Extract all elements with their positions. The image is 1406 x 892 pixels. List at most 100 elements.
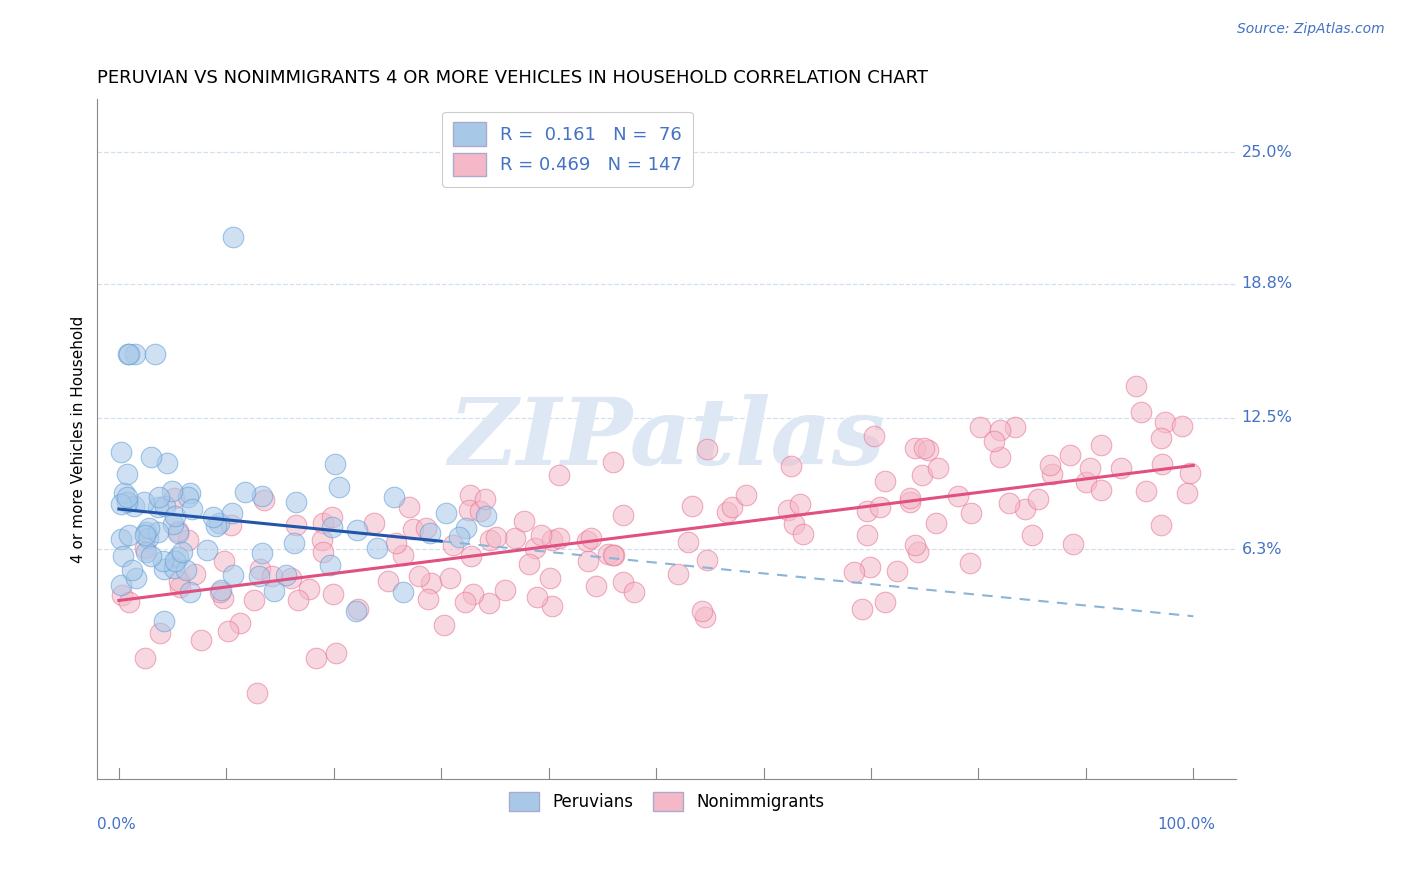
Point (575, 534, 598, 549)
Point (221, 506, 243, 520)
Point (432, 618, 454, 632)
Point (243, 593, 266, 607)
Point (177, 533, 200, 547)
Point (1135, 483, 1157, 498)
Point (167, 526, 190, 541)
Point (904, 441, 927, 455)
Point (475, 508, 498, 523)
Point (863, 429, 886, 443)
Point (1038, 458, 1060, 473)
Point (576, 554, 599, 568)
Point (612, 508, 634, 523)
Point (904, 538, 927, 552)
Point (1150, 518, 1173, 533)
Point (325, 646, 347, 660)
Point (152, 553, 174, 567)
Text: 6.3%: 6.3% (1241, 542, 1282, 557)
Point (195, 543, 218, 558)
Text: 0.0%: 0.0% (97, 817, 136, 832)
Point (983, 434, 1005, 448)
Point (384, 536, 406, 550)
Point (322, 586, 344, 600)
Point (135, 545, 157, 559)
Point (146, 500, 169, 515)
Point (233, 484, 256, 499)
Point (856, 528, 879, 542)
Point (136, 531, 159, 545)
Point (165, 508, 187, 523)
Point (208, 584, 231, 599)
Point (377, 574, 399, 588)
Point (163, 554, 186, 568)
Point (115, 467, 138, 481)
Point (181, 502, 204, 516)
Point (779, 458, 801, 473)
Point (479, 533, 502, 548)
Point (946, 489, 969, 503)
Point (1040, 467, 1063, 481)
Point (612, 574, 634, 589)
Point (319, 558, 342, 573)
Point (925, 516, 948, 530)
Point (138, 520, 160, 534)
Point (170, 545, 193, 559)
Point (204, 519, 226, 533)
Point (463, 587, 485, 601)
Point (148, 491, 170, 505)
Point (447, 530, 470, 544)
Point (179, 584, 201, 599)
Point (179, 486, 201, 500)
Point (720, 500, 742, 514)
Point (602, 548, 624, 562)
Point (602, 455, 624, 469)
Point (517, 557, 540, 571)
Point (202, 510, 225, 524)
Point (434, 506, 457, 520)
Point (118, 595, 141, 609)
Point (912, 442, 935, 456)
Point (603, 548, 626, 562)
Point (988, 450, 1011, 464)
Point (163, 491, 186, 505)
Text: 12.5%: 12.5% (1241, 410, 1292, 425)
Point (856, 504, 879, 518)
Point (696, 553, 718, 567)
Point (538, 570, 561, 584)
Point (209, 583, 232, 598)
Point (328, 480, 350, 494)
Point (229, 616, 252, 631)
Point (696, 442, 718, 457)
Point (252, 489, 274, 503)
Point (346, 524, 368, 538)
Point (541, 533, 564, 547)
Point (408, 568, 430, 582)
Point (305, 651, 328, 665)
Point (997, 496, 1019, 510)
Point (366, 541, 388, 555)
Point (121, 563, 143, 577)
Point (312, 545, 335, 559)
Point (869, 500, 891, 515)
Point (222, 567, 245, 582)
Point (458, 488, 481, 502)
Point (246, 685, 269, 699)
Point (678, 535, 700, 549)
Point (419, 525, 441, 540)
Point (285, 495, 308, 509)
Point (548, 467, 571, 482)
Point (153, 500, 176, 514)
Point (693, 610, 716, 624)
Point (1152, 457, 1174, 471)
Point (1175, 486, 1198, 500)
Point (153, 562, 176, 576)
Point (478, 596, 501, 610)
Point (690, 605, 713, 619)
Point (112, 549, 135, 563)
Point (526, 590, 548, 604)
Point (117, 347, 139, 361)
Point (312, 516, 335, 530)
Point (174, 563, 197, 577)
Point (249, 562, 271, 576)
Point (177, 490, 200, 504)
Point (666, 567, 689, 582)
